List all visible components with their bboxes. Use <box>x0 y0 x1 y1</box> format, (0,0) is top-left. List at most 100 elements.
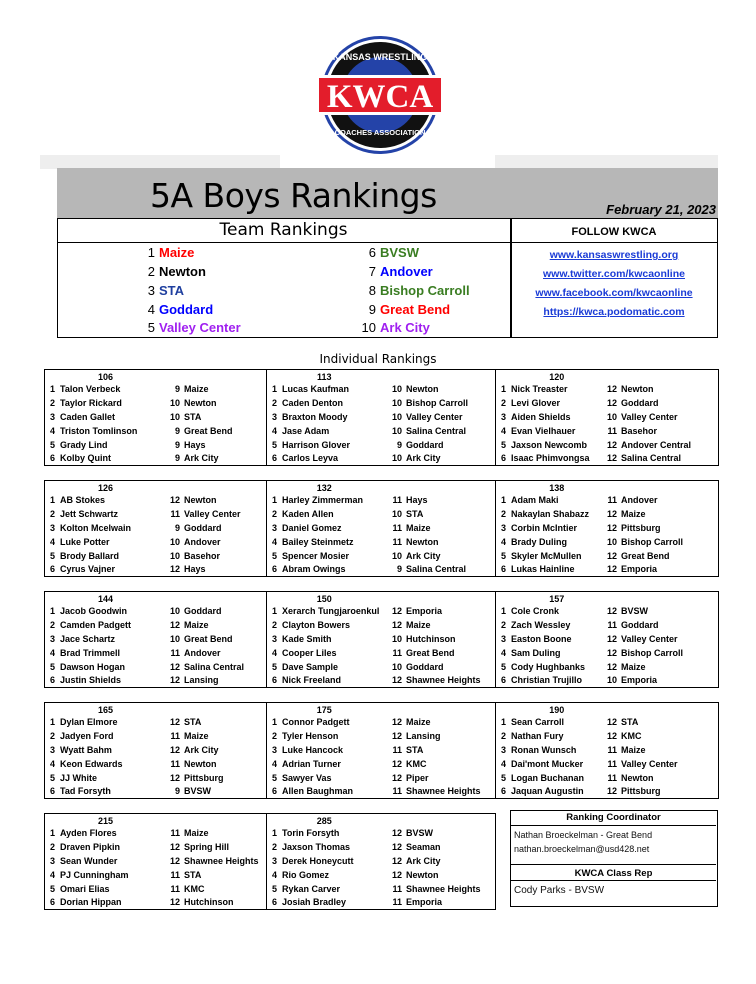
wrestler-rank: 4 <box>50 648 56 658</box>
weight-class-132: 132 1 Harley Zimmerman 11 Hays 2 Kaden Allen 10… <box>266 480 496 577</box>
wrestler-school: Hutchinson <box>184 897 234 907</box>
wrestler-school: Bishop Carroll <box>621 648 684 658</box>
follow-link[interactable]: www.facebook.com/kwcaonline <box>535 287 693 299</box>
follow-link[interactable]: https://kwca.podomatic.com <box>543 306 685 318</box>
wrestler-grade: 10 <box>391 426 402 436</box>
follow-link[interactable]: www.kansaswrestling.org <box>549 249 679 261</box>
wrestler-school: Emporia <box>621 564 658 574</box>
wrestler-grade: 11 <box>170 509 180 519</box>
wrestler-grade: 12 <box>606 398 617 408</box>
team-name: Maize <box>159 245 195 260</box>
wrestler-grade: 11 <box>392 897 402 907</box>
follow-link[interactable]: www.twitter.com/kwcaonline <box>543 268 685 280</box>
wrestler-school: Great Bend <box>621 551 670 561</box>
wrestler-grade: 12 <box>606 440 617 450</box>
wrestler-name: Omari Elias <box>60 884 110 894</box>
follow-heading: FOLLOW KWCA <box>510 218 718 243</box>
wrestler-rank: 3 <box>272 856 278 866</box>
wrestler-grade: 12 <box>169 856 180 866</box>
wrestler-school: STA <box>184 870 202 880</box>
wrestler-school: Hays <box>184 440 206 450</box>
wrestler-grade: 10 <box>169 537 180 547</box>
team-rank-item: 9 Great Bend <box>358 302 450 317</box>
wrestler-rank: 5 <box>50 440 56 450</box>
wrestler-name: Nick Freeland <box>282 675 342 685</box>
wrestler-name: Jaquan Augustin <box>511 786 584 796</box>
wrestler-name: Nick Treaster <box>511 384 568 394</box>
wrestler-rank: 1 <box>501 495 507 505</box>
wrestler-grade: 9 <box>174 384 180 394</box>
wrestler-grade: 12 <box>391 606 402 616</box>
wrestler-name: Wyatt Bahm <box>60 745 112 755</box>
wrestler-grade: 11 <box>607 759 617 769</box>
wrestler-rank: 4 <box>272 648 278 658</box>
wrestler-school: Great Bend <box>184 426 233 436</box>
wrestler-rank: 2 <box>272 509 278 519</box>
wrestler-school: STA <box>406 509 424 519</box>
wrestler-rank: 1 <box>272 828 278 838</box>
wrestler-school: KMC <box>406 759 427 769</box>
wrestler-rank: 3 <box>501 523 507 533</box>
wrestler-grade: 12 <box>169 495 180 505</box>
svg-text:KWCA: KWCA <box>327 79 434 115</box>
wrestler-grade: 10 <box>391 412 402 422</box>
wrestler-rank: 1 <box>501 384 507 394</box>
weight-label: 285 <box>316 816 332 826</box>
team-name: BVSW <box>380 245 419 260</box>
wrestler-grade: 11 <box>170 759 180 769</box>
wrestler-school: Newton <box>406 384 439 394</box>
wrestler-name: Clayton Bowers <box>282 620 351 630</box>
wrestler-school: Lansing <box>184 675 219 685</box>
kwca-logo: KWCA KANSAS WRESTLING COACHES ASSOCIATIO… <box>316 36 444 154</box>
wrestler-school: Great Bend <box>184 634 233 644</box>
wrestler-grade: 12 <box>169 745 180 755</box>
wrestler-name: Adrian Turner <box>282 759 341 769</box>
wrestler-name: Levi Glover <box>511 398 561 408</box>
wrestler-rank: 6 <box>50 675 56 685</box>
wrestler-name: JJ White <box>60 773 98 783</box>
wrestler-school: STA <box>184 717 202 727</box>
wrestler-rank: 6 <box>50 453 56 463</box>
wrestler-name: Lucas Kaufman <box>282 384 350 394</box>
wrestler-grade: 10 <box>169 412 180 422</box>
wrestler-name: Isaac Phimvongsa <box>511 453 590 463</box>
wrestler-grade: 12 <box>169 675 180 685</box>
wrestler-grade: 12 <box>606 662 617 672</box>
team-rank-number: 9 <box>368 302 376 317</box>
wrestler-grade: 12 <box>391 842 402 852</box>
wrestler-rank: 1 <box>50 495 56 505</box>
decor-bar-left <box>40 155 280 169</box>
wrestler-rank: 6 <box>50 786 56 796</box>
wrestler-rank: 5 <box>272 440 278 450</box>
wrestler-grade: 12 <box>606 453 617 463</box>
page-title: 5A Boys Rankings <box>150 176 437 215</box>
weight-class-144: 144 1 Jacob Goodwin 10 Goddard 2 Camden Padget… <box>44 591 267 688</box>
wrestler-school: Ark City <box>406 551 441 561</box>
wrestler-rank: 5 <box>272 884 278 894</box>
wrestler-name: Allen Baughman <box>282 786 354 796</box>
coordinator-name: Nathan Broeckelman - Great Bend <box>514 830 653 840</box>
wrestler-name: Jadyen Ford <box>60 731 114 741</box>
wrestler-school: Maize <box>621 662 646 672</box>
svg-text:KANSAS WRESTLING: KANSAS WRESTLING <box>333 52 428 62</box>
weight-label: 113 <box>316 372 332 382</box>
wrestler-school: Maize <box>184 828 209 838</box>
weight-class-175: 175 1 Connor Padgett 12 Maize 2 Tyler Henson 12… <box>266 702 496 799</box>
wrestler-grade: 9 <box>174 426 180 436</box>
wrestler-name: Daniel Gomez <box>282 523 342 533</box>
wrestler-name: Rykan Carver <box>282 884 341 894</box>
wrestler-school: Ark City <box>406 856 441 866</box>
wrestler-name: Adam Maki <box>511 495 559 505</box>
wrestler-school: BVSW <box>184 786 211 796</box>
wrestler-grade: 11 <box>392 495 402 505</box>
wrestler-school: Newton <box>406 870 439 880</box>
wrestler-rank: 5 <box>272 662 278 672</box>
wrestler-name: Draven Pipkin <box>60 842 121 852</box>
wrestler-name: Nakaylan Shabazz <box>511 509 590 519</box>
wrestler-grade: 12 <box>169 662 180 672</box>
wrestler-name: Brady Duling <box>511 537 568 547</box>
wrestler-school: Ark City <box>184 745 219 755</box>
wrestler-school: Shawnee Heights <box>184 856 259 866</box>
wrestler-school: BVSW <box>621 606 648 616</box>
weight-class-120: 120 1 Nick Treaster 12 Newton 2 Levi Glover 12 G… <box>495 369 719 466</box>
